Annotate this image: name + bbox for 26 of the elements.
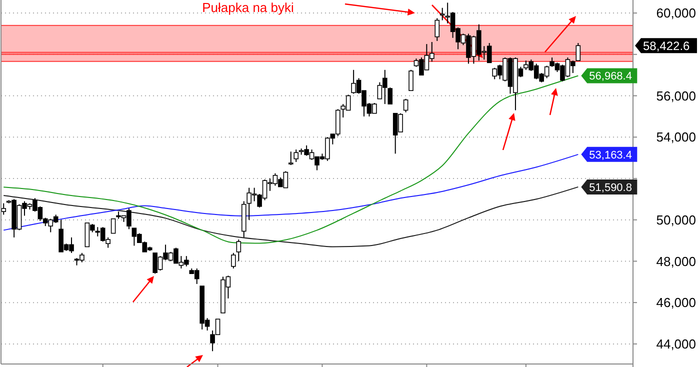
annotation: Pułapka na byki <box>202 0 294 15</box>
line-series <box>3 186 579 248</box>
y-tick-label: 54,000 <box>656 130 696 145</box>
candlestick <box>236 238 242 262</box>
candlestick <box>231 252 236 269</box>
data-label: 56,968.4 <box>589 70 632 83</box>
y-tick-label: 44,000 <box>656 336 696 352</box>
candlestick <box>408 69 414 92</box>
candlestick <box>440 7 445 21</box>
y-tick-label: 46,000 <box>656 295 696 310</box>
line-series <box>3 75 579 244</box>
y-tick-label: 48,000 <box>656 254 696 269</box>
candlestick <box>576 42 581 62</box>
candlestick <box>294 149 299 162</box>
candlestick <box>388 86 393 105</box>
candlestick <box>288 151 294 166</box>
candlestick <box>403 98 408 113</box>
candlestick <box>434 18 440 42</box>
line-series <box>3 154 579 231</box>
y-tick-label: 56,000 <box>656 88 696 104</box>
data-label: 53,163.4 <box>589 149 632 162</box>
data-label: 51,590.8 <box>589 182 632 194</box>
y-tick-label: 50,000 <box>656 212 696 228</box>
text: 58,422.6 <box>643 38 690 53</box>
candlestick <box>110 218 116 234</box>
y-tick-label: 60,000 <box>656 6 696 21</box>
